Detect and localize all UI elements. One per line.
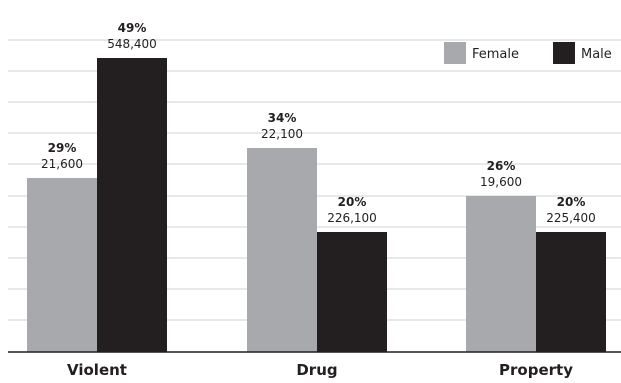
data-label-count: 225,400 xyxy=(546,211,596,225)
data-label-count: 21,600 xyxy=(41,157,83,171)
category-label-drug: Drug xyxy=(296,361,337,379)
legend-label-female: Female xyxy=(472,47,519,62)
data-label-count: 22,100 xyxy=(261,127,303,141)
data-label-count: 548,400 xyxy=(107,37,157,51)
data-label-count: 19,600 xyxy=(480,175,522,189)
bar-male-violent xyxy=(97,58,167,352)
category-label-property: Property xyxy=(499,361,573,379)
category-label-violent: Violent xyxy=(67,361,127,379)
bar-male-property xyxy=(536,232,606,352)
bar-female-property xyxy=(466,196,536,352)
data-label-percent: 20% xyxy=(557,195,586,209)
legend-swatch-female xyxy=(444,42,466,64)
bar-female-drug xyxy=(247,148,317,352)
bar-female-violent xyxy=(27,178,97,352)
data-label-percent: 29% xyxy=(48,141,77,155)
data-label-percent: 26% xyxy=(487,159,516,173)
data-label-percent: 49% xyxy=(118,21,147,35)
data-label-count: 226,100 xyxy=(327,211,377,225)
bar-male-drug xyxy=(317,232,387,352)
legend-swatch-male xyxy=(553,42,575,64)
legend-label-male: Male xyxy=(581,47,612,62)
data-label-percent: 34% xyxy=(268,111,297,125)
data-label-percent: 20% xyxy=(338,195,367,209)
